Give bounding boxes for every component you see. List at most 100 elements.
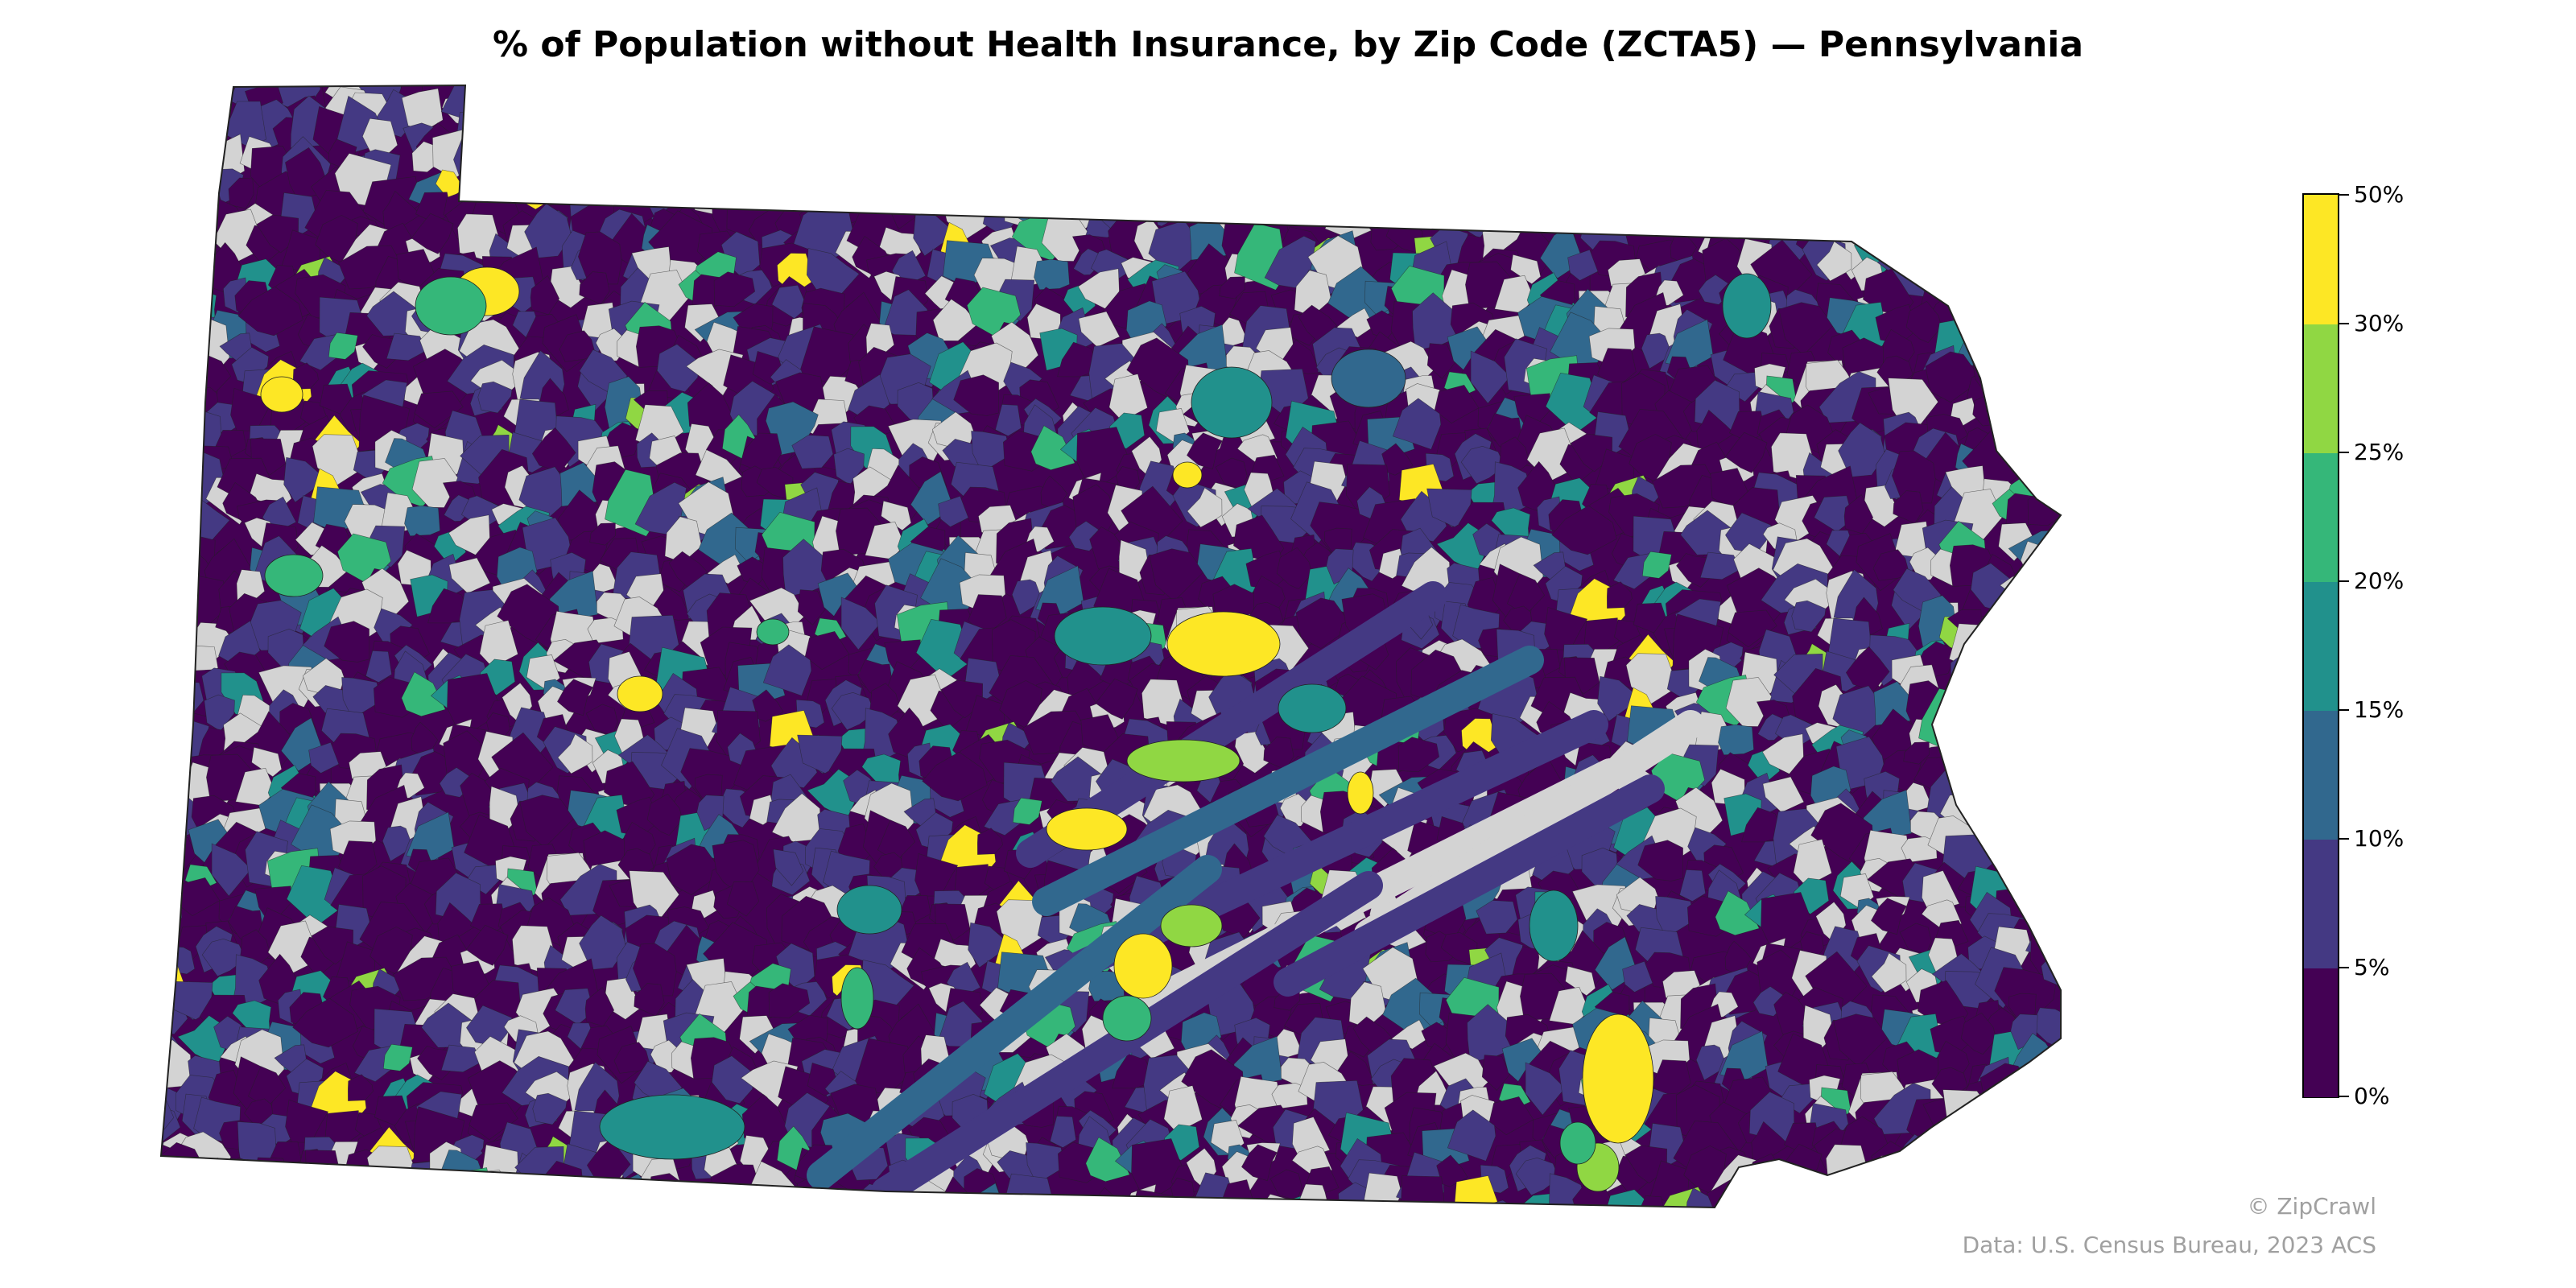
zcta-region xyxy=(1806,109,1868,166)
zcta-region xyxy=(1850,1187,1885,1208)
zcta-region xyxy=(1996,703,2041,745)
zcta-region xyxy=(1600,184,1641,225)
zcta-region xyxy=(1089,93,1142,141)
zcta-region xyxy=(161,639,171,694)
zcta-region xyxy=(1034,258,1070,291)
zcta-region xyxy=(2029,281,2061,328)
colorbar-band xyxy=(2304,324,2338,453)
zcta-region xyxy=(1922,171,1966,203)
zcta-region xyxy=(1660,175,1699,224)
zcta-region xyxy=(436,1167,494,1208)
zcta-region xyxy=(2044,796,2061,857)
zcta-region xyxy=(694,85,721,95)
zcta-region xyxy=(161,876,184,916)
zcta-region xyxy=(1045,85,1089,103)
zcta-region xyxy=(1718,724,1754,756)
zcta-region xyxy=(1518,163,1552,208)
zcta-region xyxy=(1187,487,1223,528)
zcta-region xyxy=(1039,147,1076,192)
zcta-region xyxy=(693,85,753,114)
zcta-region xyxy=(1928,110,1958,145)
zcta-region xyxy=(1954,281,1982,309)
zcta-region xyxy=(1937,1123,1982,1163)
zcta-region xyxy=(1833,167,1874,216)
zcta-region xyxy=(2010,152,2043,183)
zcta-region xyxy=(1117,85,1161,117)
zcta-region xyxy=(1860,1177,1914,1208)
zcta-region xyxy=(2046,522,2061,568)
zcta-region xyxy=(1920,235,1974,297)
zcta-region xyxy=(1632,184,1674,225)
zcta-region xyxy=(2000,1177,2041,1208)
zcta-region xyxy=(1838,422,1886,477)
zcta-region xyxy=(932,299,979,341)
zcta-region xyxy=(1073,159,1115,199)
zcta-region xyxy=(184,217,217,252)
zcta-region xyxy=(161,1022,163,1067)
zcta-region xyxy=(562,152,613,201)
zcta-region xyxy=(2040,402,2061,463)
zcta-region xyxy=(1641,332,1674,369)
zcta-region xyxy=(1584,162,1637,215)
zcta-region xyxy=(1119,85,1175,131)
zcta-region xyxy=(1563,155,1614,215)
zcta-region xyxy=(1975,341,2019,381)
zcta-region xyxy=(218,1159,282,1208)
zcta-region xyxy=(1422,97,1484,154)
zcta-region xyxy=(2050,775,2061,805)
zcta-region xyxy=(2030,300,2061,349)
zcta-region xyxy=(1030,425,1075,471)
zcta-region xyxy=(1345,96,1381,126)
zcta-region xyxy=(934,85,972,138)
zcta-region xyxy=(415,276,487,336)
zcta-region xyxy=(1748,161,1774,191)
zcta-region xyxy=(1054,85,1100,139)
zcta-region xyxy=(2037,876,2061,916)
zcta-region xyxy=(886,142,943,189)
zcta-region xyxy=(1219,276,1245,299)
zcta-region xyxy=(1155,171,1187,198)
zcta-region xyxy=(2021,773,2059,803)
zcta-region xyxy=(1075,111,1138,153)
zcta-region xyxy=(1816,186,1852,224)
zcta-region xyxy=(2029,244,2061,296)
zcta-region xyxy=(1126,739,1241,782)
zcta-region xyxy=(2013,845,2061,896)
zcta-region xyxy=(821,114,850,146)
zcta-region xyxy=(763,85,799,119)
zcta-region xyxy=(1966,1139,2019,1191)
zcta-region xyxy=(882,106,938,169)
zcta-region xyxy=(1872,549,1910,581)
zcta-region xyxy=(1314,107,1360,147)
zcta-region xyxy=(161,129,201,197)
zcta-region xyxy=(1013,154,1052,192)
zcta-region xyxy=(536,161,576,206)
zcta-region xyxy=(1956,52,1983,80)
zcta-region xyxy=(2053,654,2061,712)
zcta-region xyxy=(1989,696,2044,748)
zcta-region xyxy=(1816,241,1852,282)
zcta-region xyxy=(807,132,859,196)
zcta-region xyxy=(1743,1187,1791,1208)
zcta-region xyxy=(1154,85,1200,107)
zcta-region xyxy=(1470,350,1511,404)
zcta-region xyxy=(1005,1173,1055,1208)
zcta-region xyxy=(292,362,319,390)
zcta-region xyxy=(1572,126,1612,164)
zcta-region xyxy=(477,85,531,134)
zcta-region xyxy=(1434,385,1480,423)
zcta-region xyxy=(1939,1166,1983,1208)
zcta-region xyxy=(1268,111,1313,161)
zcta-region xyxy=(1276,547,1313,589)
zcta-region xyxy=(655,147,700,192)
zcta-region xyxy=(1161,180,1206,226)
zcta-region xyxy=(1160,904,1223,947)
zcta-region xyxy=(1722,273,1772,339)
zcta-region xyxy=(786,85,836,124)
zcta-region xyxy=(1810,128,1845,162)
zcta-region xyxy=(1477,165,1524,218)
zcta-region xyxy=(1030,107,1087,160)
zcta-region xyxy=(1992,252,2056,308)
zcta-region xyxy=(119,270,153,308)
zcta-region xyxy=(952,85,1002,108)
